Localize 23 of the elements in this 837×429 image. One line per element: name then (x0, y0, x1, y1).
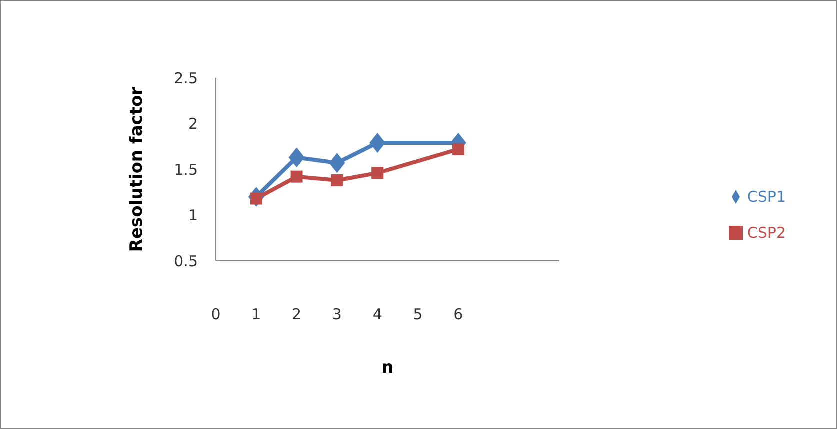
y-tick-label: 0.5 (174, 252, 198, 270)
point (329, 153, 346, 174)
point (331, 174, 344, 186)
x-axis-title: n (382, 358, 394, 378)
point (452, 143, 464, 156)
x-tick-label: 4 (372, 306, 382, 324)
y-tick-label: 1.5 (174, 160, 198, 179)
legend-label: CSP1 (747, 188, 786, 206)
y-tick-label: 1 (188, 206, 198, 225)
point (372, 167, 384, 180)
x-tick-label: 5 (413, 306, 423, 324)
x-tick-label: 2 (292, 306, 302, 324)
point (370, 132, 386, 153)
y-tick-label: 2.5 (174, 69, 198, 88)
point (290, 170, 303, 183)
x-tick-label: 3 (332, 306, 342, 324)
x-tick-label: 6 (454, 306, 464, 324)
y-axis-title: Resolution factor (127, 86, 148, 252)
y-tick-label: 2 (188, 115, 198, 134)
x-tick-label: 0 (211, 306, 221, 324)
x-tick-label: 1 (252, 306, 262, 324)
legend-label: CSP2 (747, 224, 786, 242)
point (288, 148, 305, 168)
